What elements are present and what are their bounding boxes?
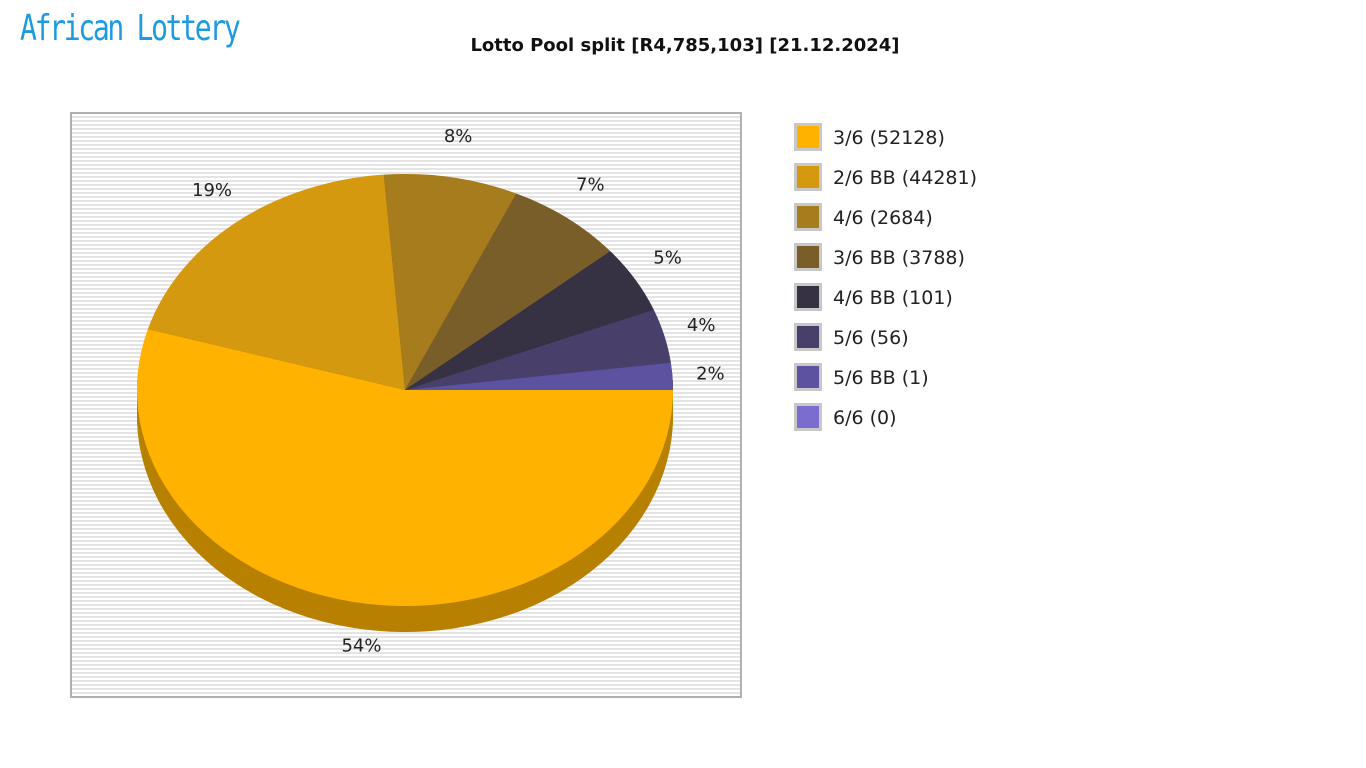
pie-slice (405, 193, 611, 390)
slice-label: 5% (653, 247, 682, 268)
legend-item: 3/6 BB (3788) (833, 247, 965, 269)
legend-swatch (797, 286, 819, 308)
legend-item: 4/6 (2684) (833, 207, 933, 229)
slice-label: 2% (696, 364, 725, 385)
pie-slice (383, 174, 517, 390)
legend-swatch (797, 326, 819, 348)
african-lottery-logo: African Lottery (20, 8, 241, 49)
legend-swatch (797, 126, 819, 148)
slice-label: 54% (341, 635, 381, 656)
legend-item: 4/6 BB (101) (833, 287, 953, 309)
legend-item: 5/6 BB (1) (833, 367, 929, 389)
legend-item: 5/6 (56) (833, 327, 909, 349)
slice-label: 8% (444, 126, 473, 147)
slice-label: 19% (192, 180, 232, 201)
slice-label: 4% (687, 315, 716, 336)
pie-slice (136, 329, 673, 607)
legend-swatch (797, 206, 819, 228)
pie-slice (147, 174, 405, 390)
legend-swatch (797, 246, 819, 268)
pie-slice (405, 251, 654, 390)
pie-slice (405, 362, 673, 390)
legend-swatch (797, 166, 819, 188)
legend-swatch (797, 406, 819, 428)
slice-label: 7% (576, 175, 605, 196)
legend-item: 3/6 (52128) (833, 127, 945, 149)
chart-title: Lotto Pool split [R4,785,103] [21.12.202… (470, 35, 900, 56)
legend-item: 2/6 BB (44281) (833, 167, 977, 189)
pie-slice (405, 309, 671, 390)
legend-swatch (797, 366, 819, 388)
legend-item: 6/6 (0) (833, 407, 897, 429)
